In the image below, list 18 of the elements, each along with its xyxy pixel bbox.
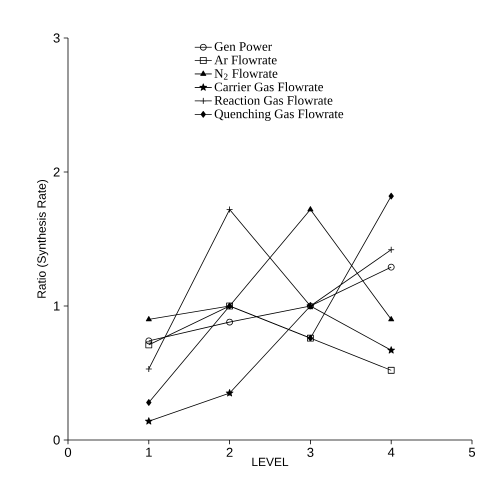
x-axis-title: LEVEL — [252, 458, 288, 466]
x-tick-label: 4 — [388, 448, 394, 457]
y-tick-label: 1 — [54, 302, 60, 310]
y-tick-label: 2 — [54, 167, 60, 177]
x-tick-label: 5 — [468, 448, 476, 457]
legend-label: Gen Power — [214, 42, 272, 51]
y-tick-label: 3 — [54, 33, 60, 43]
y-tick-label: 0 — [54, 435, 60, 445]
x-tick-label: 1 — [146, 448, 152, 457]
legend-label: N$_{2}$ Flowrate — [214, 68, 278, 80]
x-tick-label: 2 — [226, 448, 233, 457]
legend-label: Reaction Gas Flowrate — [214, 96, 332, 105]
legend-label: Carrier Gas Flowrate — [214, 82, 324, 92]
x-tick-label: 3 — [307, 448, 314, 457]
x-tick-label: 0 — [64, 448, 72, 457]
legend-label: Ar Flowrate — [214, 55, 277, 64]
legend-label: Quenching Gas Flowrate — [214, 109, 344, 121]
y-axis-title: Ratio (Synthesis Rate) — [37, 180, 48, 298]
